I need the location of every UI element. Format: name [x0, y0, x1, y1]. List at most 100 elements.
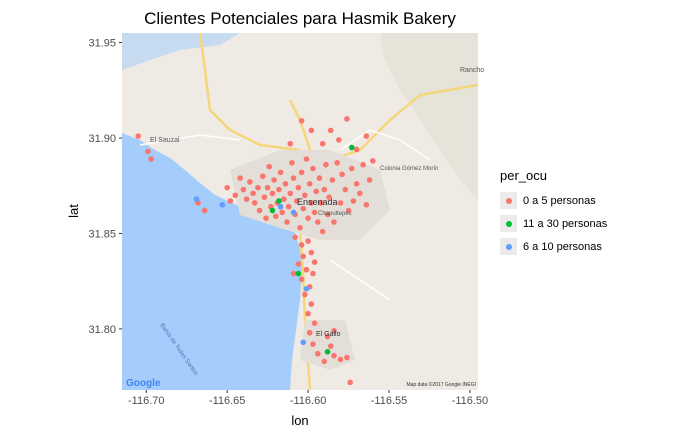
data-point-series-0 [305, 238, 311, 244]
data-points [135, 116, 376, 386]
data-point-series-2 [300, 339, 307, 346]
x-tick-label: -116.60 [290, 395, 327, 407]
y-tick-label: 31.80 [88, 324, 116, 336]
data-point-series-1 [276, 198, 282, 204]
data-point-series-0 [305, 215, 311, 221]
data-point-series-1 [295, 270, 302, 277]
data-point-series-0 [255, 184, 261, 191]
data-point-series-2 [193, 196, 200, 202]
data-point-series-0 [360, 161, 366, 168]
map-place-label: Rancho [460, 67, 484, 74]
data-point-series-2 [303, 286, 310, 292]
data-point-series-0 [287, 190, 294, 197]
data-point-series-0 [259, 173, 266, 179]
data-point-series-1 [324, 349, 331, 355]
data-point-series-0 [347, 379, 353, 386]
legend: per_ocu 0 a 5 personas 11 a 30 personas … [500, 168, 650, 258]
legend-dot-2 [505, 243, 512, 250]
data-point-series-0 [272, 213, 279, 220]
data-point-series-0 [323, 161, 329, 168]
data-point-series-0 [366, 177, 373, 183]
x-tick-label: -116.70 [128, 395, 165, 407]
data-point-series-0 [357, 190, 363, 197]
legend-item: 11 a 30 personas [500, 212, 650, 235]
map-place-label: Colonia Gómez Morín [380, 166, 438, 172]
data-point-series-0 [237, 175, 243, 181]
data-point-series-0 [336, 137, 342, 143]
data-point-series-0 [145, 148, 151, 155]
data-point-series-0 [342, 186, 349, 193]
data-point-series-0 [290, 175, 297, 181]
data-point-series-0 [232, 192, 239, 199]
data-point-series-0 [276, 186, 282, 193]
data-point-series-0 [298, 242, 305, 248]
urban-area [230, 150, 390, 240]
data-point-series-0 [303, 266, 310, 273]
data-point-series-0 [337, 356, 344, 363]
data-point-series-0 [311, 209, 318, 216]
map-attribution: Map data ©2017 Google INEGI [406, 381, 476, 388]
data-point-series-0 [302, 192, 308, 199]
data-point-series-0 [282, 181, 289, 187]
data-point-series-0 [310, 341, 316, 347]
data-point-series-0 [302, 291, 308, 298]
data-point-series-0 [284, 219, 290, 225]
data-point-series-0 [315, 350, 321, 357]
data-point-series-0 [315, 219, 321, 225]
data-point-series-0 [269, 190, 276, 197]
y-axis-label: lat [66, 204, 81, 218]
data-point-series-0 [297, 224, 303, 231]
data-point-series-0 [329, 177, 336, 183]
data-point-series-0 [308, 200, 315, 206]
legend-key [500, 192, 517, 209]
data-point-series-1 [348, 144, 355, 151]
data-point-series-0 [247, 179, 253, 185]
data-point-series-2 [219, 202, 226, 208]
data-point-series-0 [300, 253, 307, 260]
data-point-series-0 [363, 202, 370, 208]
data-point-series-0 [287, 140, 294, 147]
data-point-series-0 [319, 228, 326, 235]
data-point-series-0 [227, 198, 234, 204]
legend-dot-0 [505, 197, 512, 204]
data-point-series-0 [337, 200, 344, 206]
data-point-series-0 [300, 205, 307, 212]
data-point-series-0 [353, 181, 360, 187]
data-point-series-0 [348, 165, 355, 172]
data-point-series-0 [261, 194, 268, 200]
data-point-series-0 [303, 156, 310, 162]
legend-item: 6 a 10 personas [500, 235, 650, 258]
axes: -116.70 -116.65 -116.60 -116.55 -116.50 31.80… [88, 38, 488, 407]
data-point-series-0 [256, 207, 263, 214]
data-point-series-1 [269, 207, 276, 214]
data-point-series-0 [313, 188, 319, 195]
data-point-series-0 [135, 133, 141, 139]
data-point-series-0 [370, 158, 376, 164]
data-point-series-0 [310, 270, 316, 277]
data-point-series-0 [331, 328, 337, 334]
y-tick-label: 31.85 [88, 228, 116, 240]
data-point-series-0 [350, 198, 357, 204]
data-point-series-0 [339, 171, 345, 178]
ocean-upper [122, 33, 240, 70]
data-point-series-0 [285, 203, 292, 210]
map-place-label: Chapultepec [318, 211, 352, 217]
data-point-series-0 [263, 215, 269, 221]
data-point-series-0 [344, 354, 350, 361]
data-point-series-0 [324, 211, 331, 218]
data-point-series-0 [298, 276, 305, 283]
data-point-series-0 [266, 163, 273, 170]
data-point-series-0 [321, 358, 328, 365]
legend-title: per_ocu [500, 168, 547, 183]
data-point-series-0 [250, 190, 256, 197]
data-point-series-0 [319, 140, 326, 147]
data-point-series-0 [293, 198, 300, 204]
data-point-series-0 [243, 196, 250, 202]
x-tick-label: -116.65 [209, 395, 246, 407]
data-point-series-0 [326, 194, 332, 200]
data-point-series-0 [295, 184, 302, 191]
data-point-series-0 [277, 169, 284, 176]
data-point-series-0 [311, 259, 318, 265]
data-point-series-0 [353, 146, 360, 153]
data-point-series-0 [331, 219, 337, 225]
